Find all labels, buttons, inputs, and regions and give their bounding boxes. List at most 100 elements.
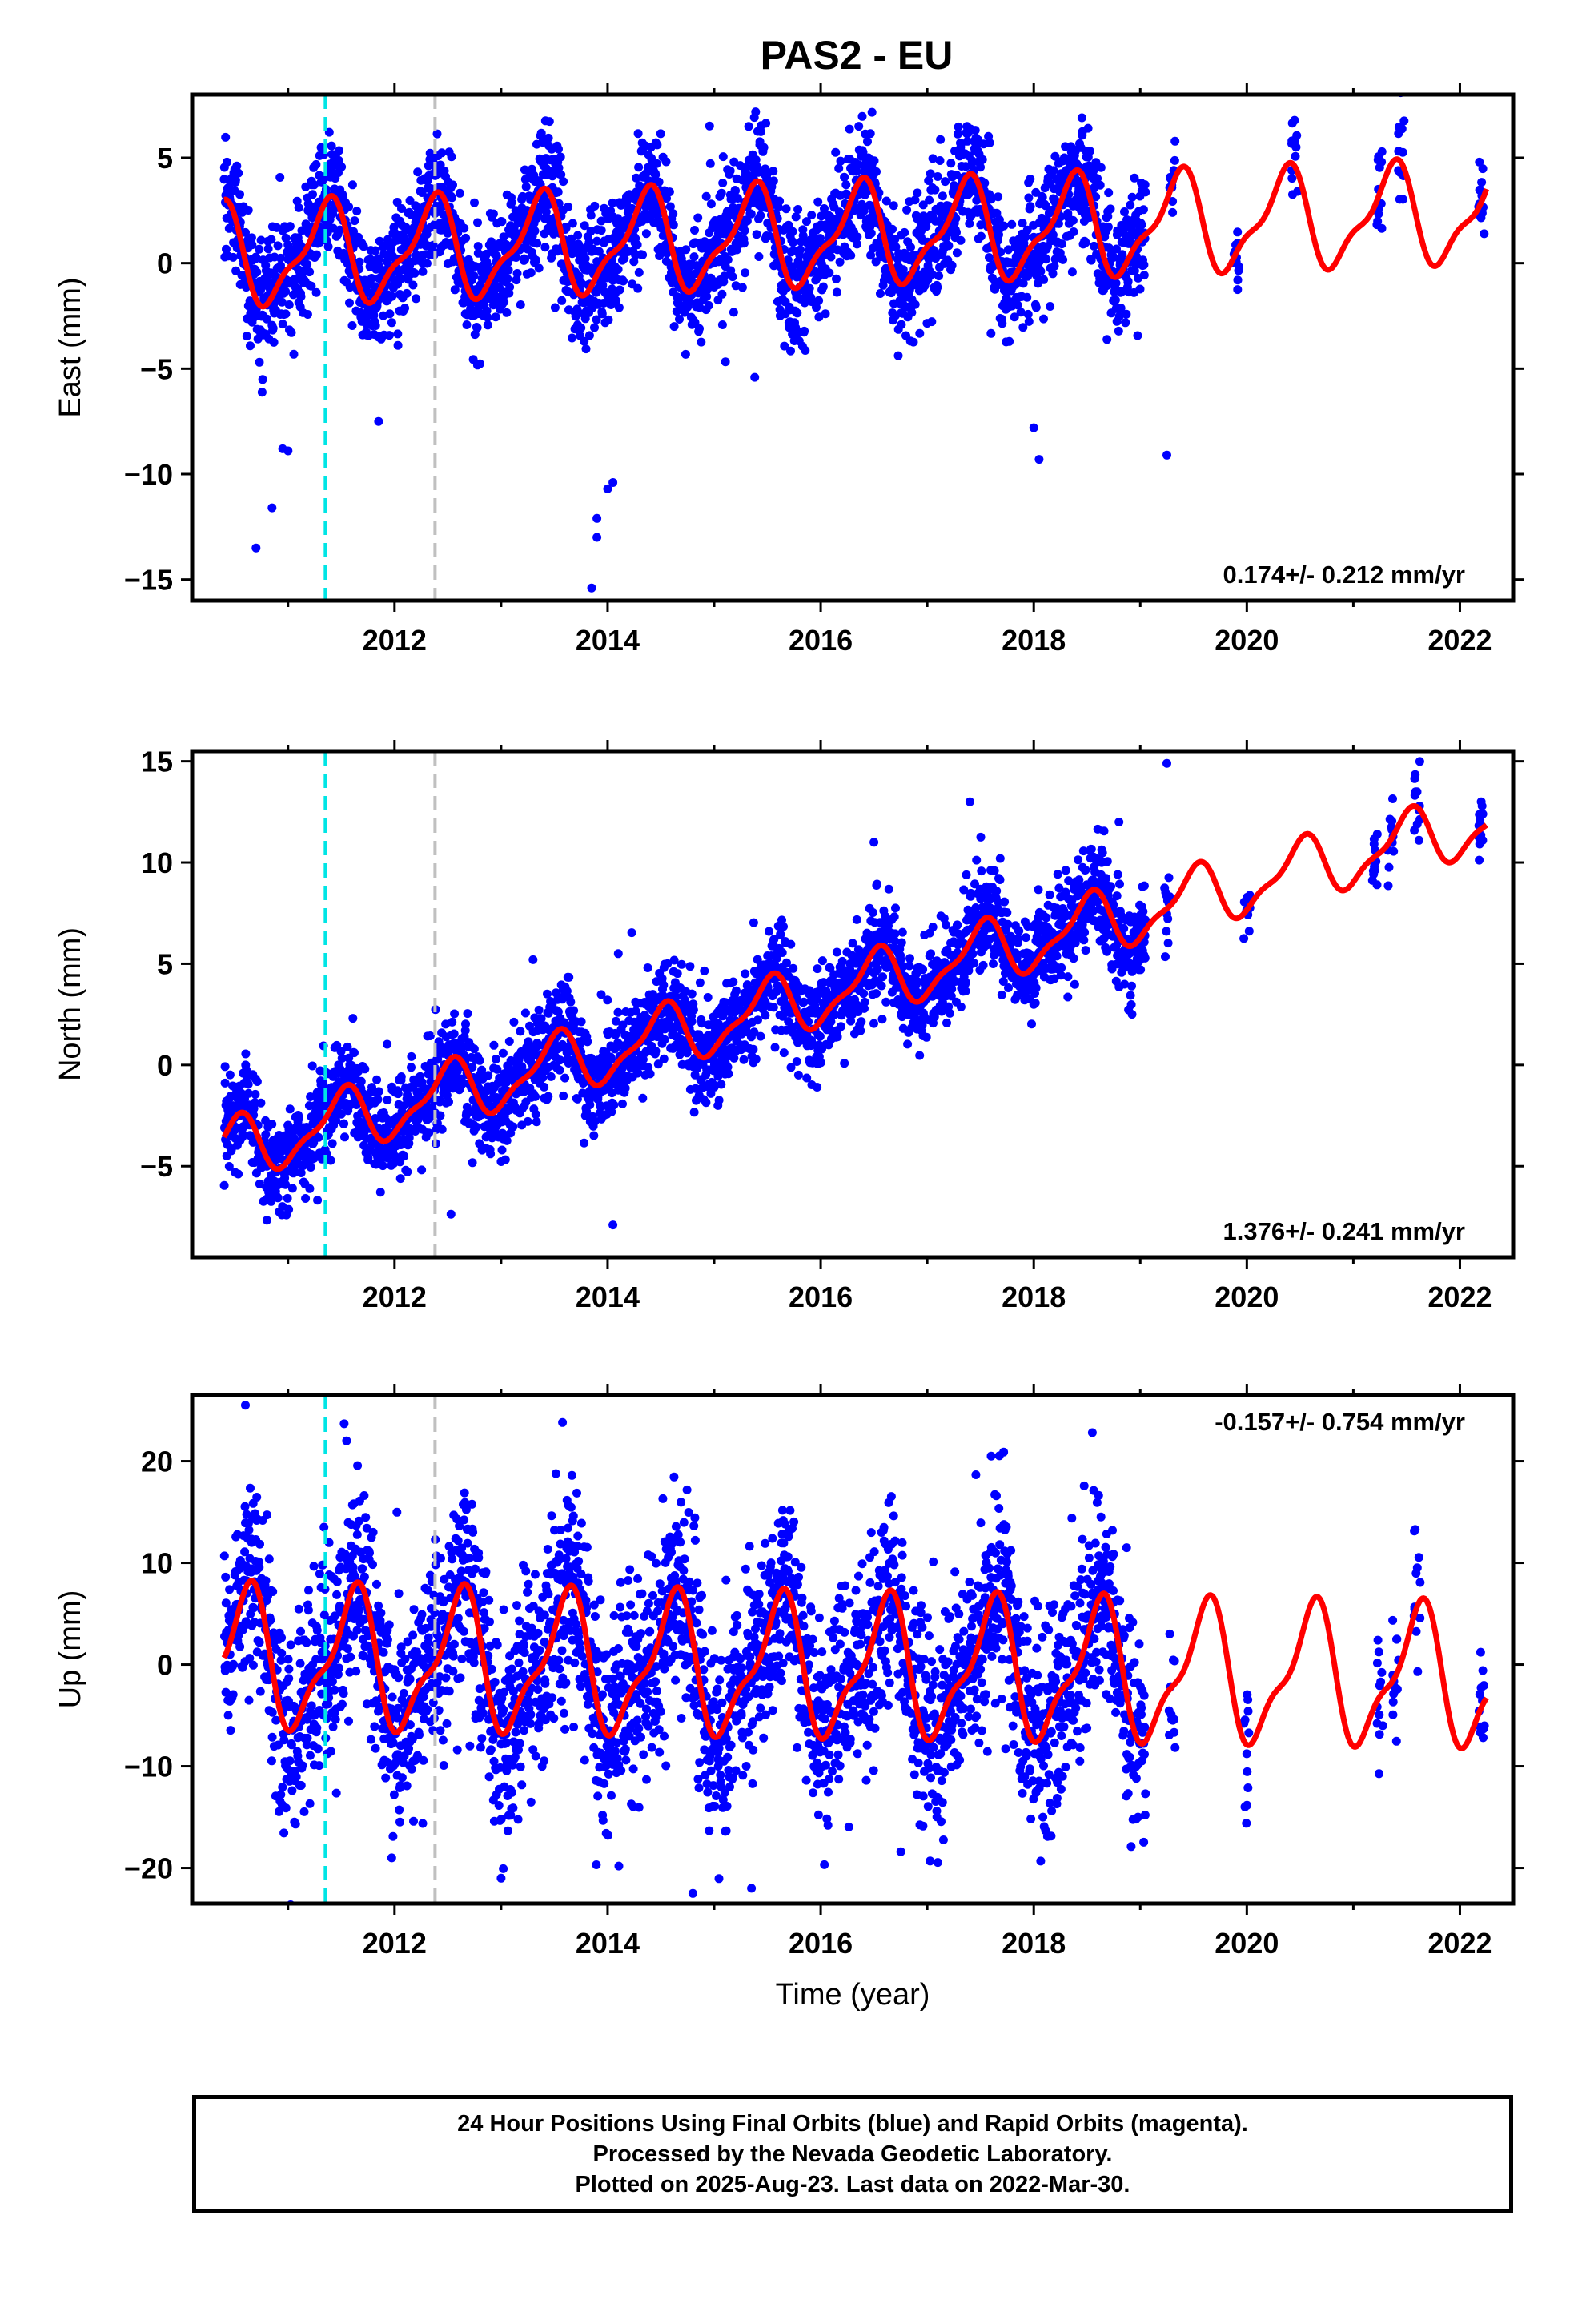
data-point [1120,207,1129,216]
data-point [243,1088,253,1098]
data-point [284,1204,294,1214]
data-point [422,230,432,239]
data-point [324,127,334,137]
data-point [470,330,480,340]
data-point [1013,300,1022,310]
data-point [1031,303,1041,312]
data-point [307,1061,317,1071]
data-point [557,296,567,305]
data-point [269,337,279,347]
data-points [219,757,1488,1230]
data-point [902,205,912,215]
data-point [1290,115,1299,125]
data-point [1478,164,1488,174]
data-point [952,227,961,237]
data-point [1116,304,1126,313]
data-point [239,1130,248,1140]
data-point [1039,275,1049,284]
data-point [384,331,394,340]
x-tick-label: 2012 [363,624,427,657]
data-point [825,268,834,278]
data-point [910,300,920,309]
data-point [263,244,273,254]
data-point [725,166,735,175]
data-point [856,76,865,85]
data-point [564,202,573,211]
data-point [502,308,512,317]
data-point [853,239,861,249]
data-point [1095,180,1105,190]
data-point [853,232,862,242]
data-point [652,159,661,168]
data-point [986,195,996,204]
data-point [705,121,714,131]
data-point [962,136,972,146]
data-point [446,1209,456,1219]
data-point [1122,309,1131,319]
data-point [796,245,805,255]
data-point [550,303,560,312]
data-point [900,227,909,237]
data-point [910,195,920,205]
data-point [544,1092,553,1101]
data-point [497,217,507,227]
data-point [413,167,423,177]
data-point [1005,336,1014,346]
data-point [750,372,760,382]
data-point [383,1039,392,1049]
data-point [1233,285,1243,295]
data-point [1067,267,1077,277]
data-point [1018,219,1027,228]
data-point [1077,113,1086,123]
data-point [353,1132,363,1142]
chart-title: PAS2 - EU [760,33,954,78]
data-point [520,165,529,175]
data-point [934,271,944,281]
data-point [283,240,293,250]
data-point [665,187,674,197]
data-point [583,1037,592,1047]
data-point [460,223,469,233]
data-point [432,129,442,139]
data-point [723,255,733,264]
data-point [1021,232,1030,242]
data-point [350,1048,359,1058]
data-point [243,1080,253,1089]
data-point [1290,135,1299,145]
data-point [592,236,602,246]
data-point [455,188,464,198]
data-point [1291,151,1300,161]
data-point [869,156,879,166]
data-point [669,322,679,332]
outlier-point [592,533,602,542]
data-point [374,255,383,265]
data-point [448,1017,457,1027]
data-point [703,993,713,1002]
data-point [228,252,238,262]
data-point [1038,193,1047,202]
data-point [450,1009,460,1019]
data-point [1024,193,1034,203]
data-point [520,1008,530,1018]
data-point [1016,308,1026,317]
data-point [721,357,730,367]
data-point [789,963,798,973]
data-point [225,1070,235,1080]
data-point [469,271,479,281]
data-point [559,1091,568,1100]
data-point [627,928,636,938]
data-point [906,243,915,252]
data-point [383,1096,392,1104]
data-point [284,300,294,309]
data-point [234,1169,243,1179]
data-point [1139,271,1149,280]
data-point [1103,222,1113,231]
data-point [509,1017,519,1027]
data-point [779,1048,789,1058]
data-point [275,173,285,182]
data-point [898,265,908,275]
data-point [893,351,903,360]
data-point [305,1184,315,1193]
